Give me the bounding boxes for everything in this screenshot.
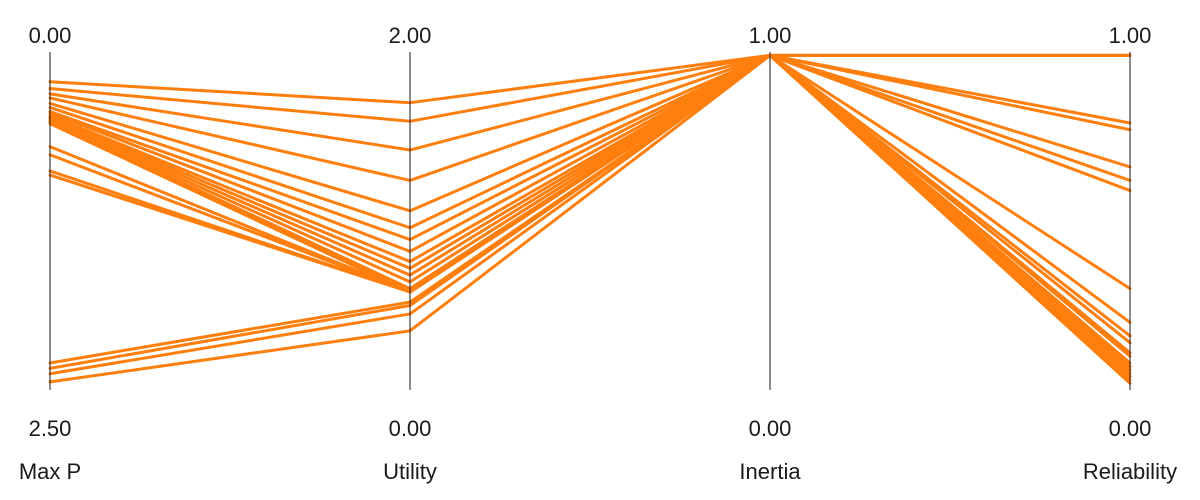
axis-name-inertia: Inertia [739,459,801,484]
series-line-2 [48,53,1132,123]
axis-top-label-reliability: 1.00 [1109,23,1152,48]
axis-name-max-p: Max P [19,459,81,484]
axis-name-utility: Utility [383,459,437,484]
series-line-5 [48,53,1132,213]
axis-name-reliability: Reliability [1083,459,1177,484]
series-line-10 [48,53,1132,291]
axis-top-label-max-p: 0.00 [29,23,72,48]
series-line-11 [48,53,1132,345]
axis-bottom-label-utility: 0.00 [389,416,432,441]
series-line-4 [48,53,1132,182]
series-line-6 [48,53,1132,230]
series-line-23 [48,53,1132,385]
axis-bottom-label-inertia: 0.00 [749,416,792,441]
axis-top-label-utility: 2.00 [389,23,432,48]
series-line-7 [48,53,1132,242]
series-line-16 [48,53,1132,358]
axis-bottom-label-reliability: 0.00 [1109,416,1152,441]
series-line-12 [48,53,1132,324]
series-line-22 [48,53,1132,378]
axis-bottom-label-max-p: 2.50 [29,416,72,441]
series-line-9 [48,53,1132,264]
series-lines [48,53,1132,385]
axis-top-label-inertia: 1.00 [749,23,792,48]
axes: 0.00 2.50 Max P 2.00 0.00 Utility 1.00 0.00 Iner… [19,23,1177,484]
series-line-8 [48,53,1132,253]
